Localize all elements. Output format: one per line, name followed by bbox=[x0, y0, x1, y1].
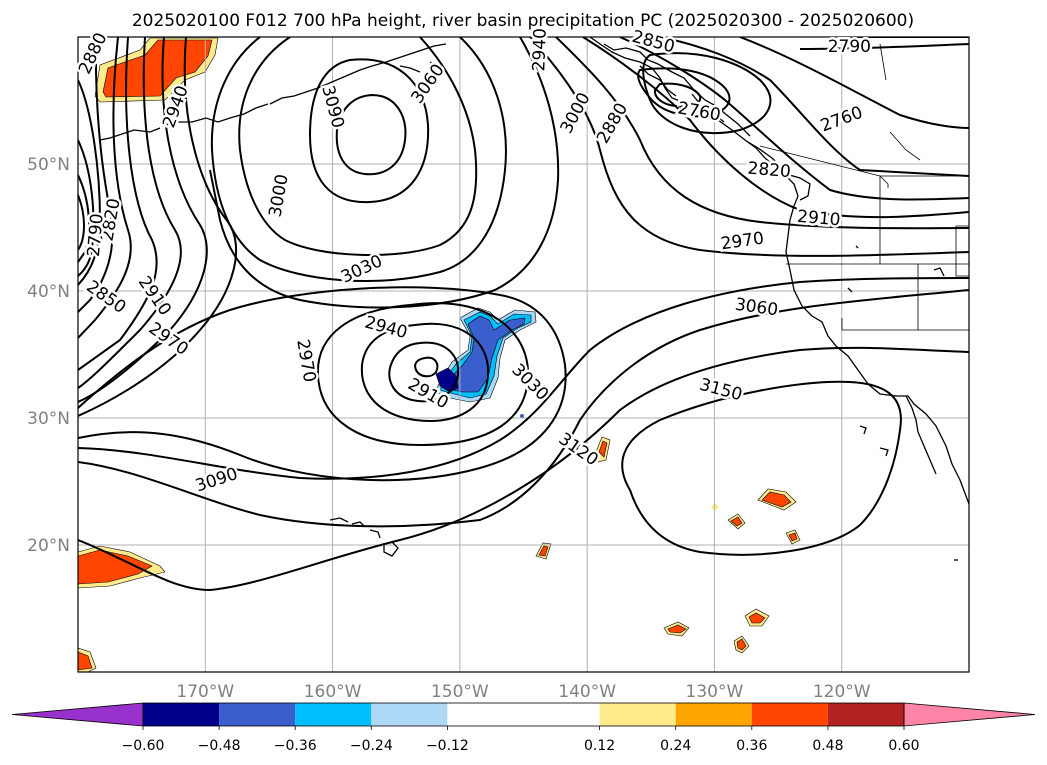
colorbar-tick-label: 0.24 bbox=[660, 738, 691, 754]
colorbar-tick-label: −0.12 bbox=[426, 738, 469, 754]
colorbar-tick-label: 0.36 bbox=[736, 738, 767, 754]
colorbar-segment bbox=[751, 703, 828, 726]
colorbar-segment bbox=[219, 703, 296, 726]
colorbar-frame bbox=[142, 702, 905, 727]
contour-label: 2820 bbox=[747, 159, 792, 183]
lon-tick-label: 170°W bbox=[176, 682, 234, 702]
borders bbox=[759, 43, 969, 331]
colorbar-tick-label: 0.48 bbox=[812, 738, 843, 754]
colorbar-segment bbox=[295, 703, 372, 726]
map-title: 2025020100 F012 700 hPa height, river ba… bbox=[132, 11, 914, 31]
colorbar-segment bbox=[143, 703, 220, 726]
contour-label: 2940 bbox=[529, 28, 550, 72]
height-contours bbox=[78, 37, 969, 592]
contour-label: 2910 bbox=[796, 207, 841, 231]
lon-tick-label: 120°W bbox=[813, 682, 871, 702]
axis-labels: 170°W 160°W 150°W 140°W 130°W 120°W 50°N 40°N 30… bbox=[27, 155, 871, 702]
lat-tick-label: 40°N bbox=[27, 282, 70, 302]
colorbar-segment bbox=[675, 703, 752, 726]
lon-tick-label: 150°W bbox=[431, 682, 489, 702]
colorbar-segment bbox=[447, 703, 600, 726]
lat-tick-label: 20°N bbox=[27, 536, 70, 556]
lon-tick-label: 130°W bbox=[686, 682, 744, 702]
colorbar-extend-low bbox=[11, 702, 144, 727]
coastlines bbox=[99, 37, 969, 561]
colorbar-tick-label: 0.60 bbox=[888, 738, 919, 754]
colorbar-segment bbox=[371, 703, 448, 726]
colorbar-segment bbox=[599, 703, 676, 726]
colorbar-tick-label: 0.12 bbox=[584, 738, 615, 754]
lat-tick-label: 30°N bbox=[27, 409, 70, 429]
colorbar: −0.60 −0.48 −0.36 −0.24 −0.12 0.12 0.24 0.36 0.4… bbox=[11, 702, 1036, 754]
lon-tick-label: 160°W bbox=[304, 682, 362, 702]
lon-tick-label: 140°W bbox=[558, 682, 616, 702]
contour-label: 2790 bbox=[84, 213, 108, 258]
map-area bbox=[78, 37, 969, 672]
colorbar-extend-high bbox=[903, 702, 1036, 727]
map-frame bbox=[77, 36, 970, 673]
colorbar-tick-label: −0.48 bbox=[198, 738, 241, 754]
contour-label: 2790 bbox=[828, 37, 871, 57]
lat-tick-label: 50°N bbox=[27, 155, 70, 175]
colorbar-tick-label: −0.60 bbox=[122, 738, 165, 754]
colorbar-tick-label: −0.24 bbox=[350, 738, 393, 754]
colorbar-tick-label: −0.36 bbox=[274, 738, 317, 754]
colorbar-segment bbox=[827, 703, 904, 726]
